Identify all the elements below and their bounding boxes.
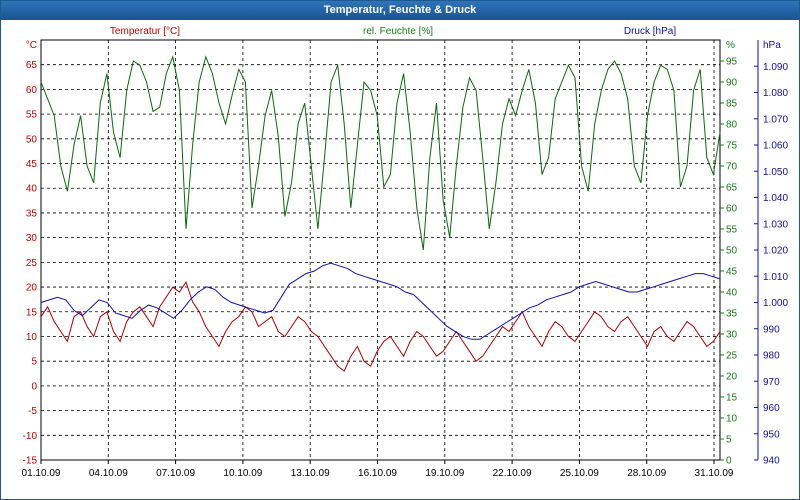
humidity-tick-label: 85 [726,99,738,110]
x-tick-label: 28.10.09 [627,468,666,479]
pressure-tick-label: 950 [763,429,780,440]
humidity-tick-label: 35 [726,309,738,320]
temperature-tick-label: 0 [31,381,37,392]
humidity-tick-label: 70 [726,162,738,173]
x-tick-label: 31.10.09 [695,468,734,479]
x-tick-label: 13.10.09 [291,468,330,479]
temperature-tick-label: 30 [26,233,38,244]
temperature-tick-label: 45 [26,159,38,170]
humidity-tick-label: 50 [726,246,738,257]
pressure-tick-label: 1.080 [763,88,788,99]
series-line-temperature [40,280,721,372]
temperature-tick-label: -15 [23,456,38,467]
humidity-tick-label: 20 [726,372,738,383]
temperature-tick-label: 55 [26,110,38,121]
pressure-tick-label: 970 [763,377,780,388]
pressure-tick-label: 1.040 [763,193,788,204]
x-tick-label: 16.10.09 [358,468,397,479]
humidity-unit: % [726,40,735,51]
pressure-tick-label: 1.050 [763,167,788,178]
temperature-tick-label: -5 [28,406,37,417]
humidity-tick-label: 30 [726,330,738,341]
temperature-tick-label: 5 [31,357,37,368]
pressure-tick-label: 980 [763,351,780,362]
humidity-tick-label: 80 [726,120,738,131]
temperature-tick-label: 50 [26,134,38,145]
temperature-tick-label: -10 [23,431,38,442]
temperature-tick-label: 65 [26,60,38,71]
humidity-tick-label: 65 [726,183,738,194]
x-tick-label: 07.10.09 [156,468,195,479]
window-title: Temperatur, Feuchte & Druck [1,1,799,20]
pressure-tick-label: 1.070 [763,114,788,125]
pressure-tick-label: 1.030 [763,219,788,230]
humidity-tick-label: 95 [726,57,738,68]
series-line-humidity [40,55,721,251]
humidity-tick-label: 90 [726,78,738,89]
x-tick-label: 04.10.09 [89,468,128,479]
pressure-tick-label: 1.060 [763,141,788,152]
humidity-tick-label: 40 [726,288,738,299]
pressure-tick-label: 1.010 [763,272,788,283]
humidity-tick-label: 45 [726,267,738,278]
temperature-tick-label: 60 [26,85,38,96]
humidity-tick-label: 5 [726,435,732,446]
pressure-unit: hPa [763,40,781,51]
pressure-tick-label: 1.000 [763,298,788,309]
x-tick-label: 10.10.09 [223,468,262,479]
x-tick-label: 25.10.09 [560,468,599,479]
pressure-tick-label: 960 [763,403,780,414]
x-tick-label: 01.10.09 [22,468,61,479]
temperature-tick-label: 20 [26,283,38,294]
x-tick-label: 22.10.09 [493,468,532,479]
temperature-tick-label: 25 [26,258,38,269]
humidity-tick-label: 25 [726,351,738,362]
temperature-unit: °C [26,40,37,51]
humidity-tick-label: 15 [726,393,738,404]
pressure-tick-label: 1.090 [763,62,788,73]
temperature-tick-label: 35 [26,208,38,219]
legend-pressure: Druck [hPa] [624,26,676,37]
humidity-tick-label: 10 [726,414,738,425]
pressure-tick-label: 990 [763,324,780,335]
humidity-tick-label: 60 [726,204,738,215]
x-tick-label: 19.10.09 [425,468,464,479]
temperature-tick-label: 10 [26,332,38,343]
legend-humidity: rel. Feuchte [%] [363,26,433,37]
plot-area [40,39,721,461]
pressure-tick-label: 1.020 [763,246,788,257]
humidity-tick-label: 0 [726,456,732,467]
temperature-tick-label: 15 [26,307,38,318]
temperature-tick-label: 40 [26,184,38,195]
pressure-tick-label: 940 [763,456,780,467]
humidity-tick-label: 55 [726,225,738,236]
humidity-tick-label: 75 [726,141,738,152]
series-line-pressure [40,262,721,340]
legend-temperature: Temperatur [°C] [110,26,180,37]
